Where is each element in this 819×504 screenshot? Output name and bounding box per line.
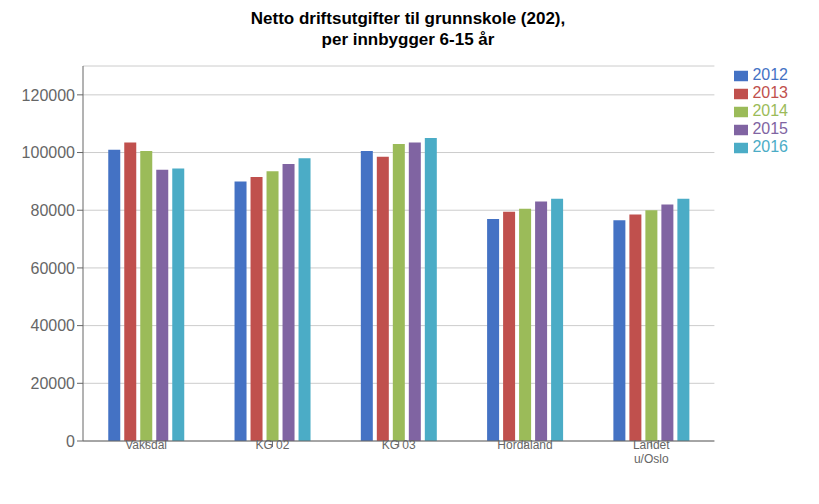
html-text:2013: 2013 [752, 84, 788, 101]
html-text:Netto driftsutgifter til grunn: Netto driftsutgifter til grunnskole (202… [250, 9, 566, 28]
svg-text:20000: 20000 [31, 375, 76, 392]
svg-text:120000: 120000 [22, 87, 75, 104]
svg-text:60000: 60000 [31, 260, 76, 277]
svg-text:Vaksdal: Vaksdal [125, 438, 167, 452]
html-text:per innbygger 6-15 år: per innbygger 6-15 år [321, 30, 495, 49]
html-text:2015: 2015 [752, 120, 788, 137]
svg-text:100000: 100000 [22, 144, 75, 161]
svg-text:KG 02: KG 02 [255, 438, 289, 452]
svg-text:0: 0 [66, 433, 75, 450]
html-text:2014: 2014 [752, 102, 788, 119]
svg-text:40000: 40000 [31, 317, 76, 334]
svg-text:Landetu/Oslo: Landetu/Oslo [633, 438, 670, 466]
html-text:2012: 2012 [752, 66, 788, 83]
svg-text:KG 03: KG 03 [382, 438, 416, 452]
svg-text:Hordaland: Hordaland [497, 438, 552, 452]
svg-text:80000: 80000 [31, 202, 76, 219]
html-text:2016: 2016 [752, 138, 788, 155]
